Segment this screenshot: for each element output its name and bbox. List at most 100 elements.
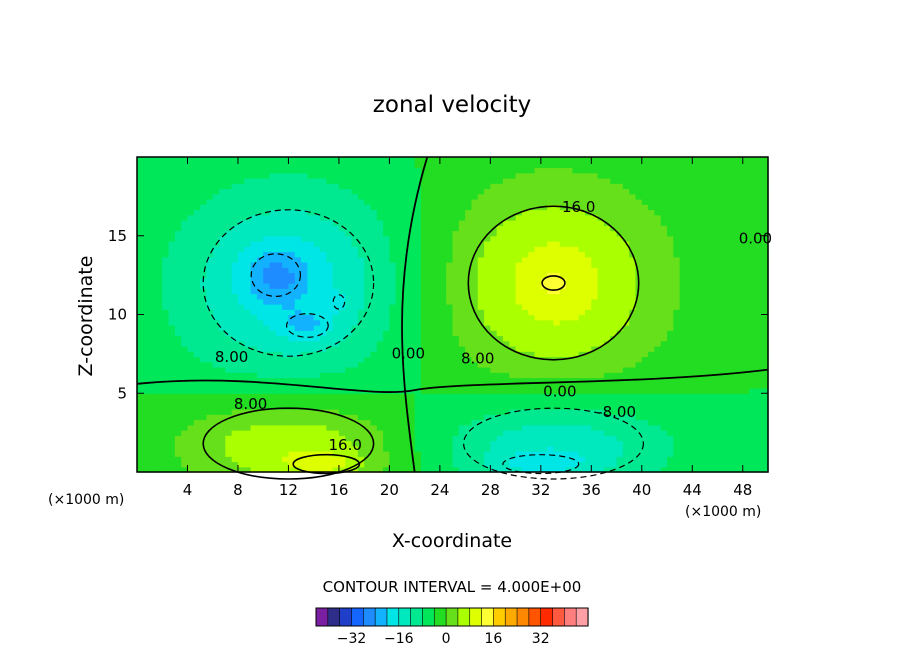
field-cell xyxy=(231,272,239,279)
field-cell xyxy=(553,288,561,295)
field-cell xyxy=(162,230,170,237)
field-cell xyxy=(648,445,656,452)
field-cell xyxy=(294,214,302,221)
field-cell xyxy=(193,325,201,331)
field-cell xyxy=(433,220,441,226)
field-cell xyxy=(553,466,561,473)
field-cell xyxy=(446,241,454,247)
field-cell xyxy=(313,256,321,263)
field-cell xyxy=(585,372,592,379)
field-cell xyxy=(244,235,252,242)
field-cell xyxy=(427,382,435,389)
field-cell xyxy=(206,172,214,179)
field-cell xyxy=(168,445,176,452)
field-cell xyxy=(654,204,662,211)
field-cell xyxy=(212,356,220,363)
field-cell xyxy=(452,319,460,326)
field-cell xyxy=(137,456,144,463)
field-cell xyxy=(603,445,611,452)
field-cell xyxy=(162,167,170,174)
field-cell xyxy=(332,403,340,410)
field-cell xyxy=(433,162,441,169)
field-cell xyxy=(187,188,195,195)
field-cell xyxy=(351,414,359,421)
field-cell xyxy=(439,267,447,274)
field-cell xyxy=(654,440,662,447)
field-cell xyxy=(648,214,656,221)
field-cell xyxy=(143,377,151,384)
field-cell xyxy=(515,251,523,258)
field-cell xyxy=(307,451,315,457)
field-cell xyxy=(212,451,220,457)
field-cell xyxy=(521,178,529,184)
field-cell xyxy=(307,162,315,169)
field-cell xyxy=(547,214,555,221)
field-cell xyxy=(660,466,668,473)
field-cell xyxy=(616,340,624,347)
field-cell xyxy=(509,204,517,211)
field-cell xyxy=(414,272,422,279)
field-cell xyxy=(193,461,201,468)
field-cell xyxy=(521,267,529,274)
field-cell xyxy=(219,256,226,263)
field-cell xyxy=(648,277,656,284)
field-cell xyxy=(616,435,624,442)
field-cell xyxy=(275,430,283,436)
field-cell xyxy=(357,325,365,331)
field-cell xyxy=(326,382,334,389)
field-cell xyxy=(547,220,555,226)
field-cell xyxy=(256,167,264,174)
field-cell xyxy=(471,256,479,263)
field-cell xyxy=(162,356,170,363)
field-cell xyxy=(515,230,523,237)
field-cell xyxy=(597,451,605,457)
field-cell xyxy=(433,445,441,452)
field-cell xyxy=(402,424,409,431)
field-cell xyxy=(143,393,151,400)
field-cell xyxy=(616,456,624,463)
field-cell xyxy=(648,251,656,258)
field-cell xyxy=(389,440,397,447)
field-cell xyxy=(477,403,485,410)
field-cell xyxy=(225,356,233,363)
field-cell xyxy=(465,430,473,436)
field-cell xyxy=(256,456,264,463)
field-cell xyxy=(225,188,233,195)
field-cell xyxy=(338,361,346,368)
field-cell xyxy=(446,167,454,174)
field-cell xyxy=(578,309,586,316)
field-cell xyxy=(294,188,302,195)
field-cell xyxy=(616,225,624,232)
field-cell xyxy=(528,325,536,331)
field-cell xyxy=(332,319,340,326)
field-cell xyxy=(256,188,264,195)
field-cell xyxy=(635,351,643,358)
field-cell xyxy=(338,288,346,295)
field-cell xyxy=(326,220,334,226)
field-cell xyxy=(345,340,353,347)
field-cell xyxy=(200,225,208,232)
field-cell xyxy=(446,461,454,468)
field-cell xyxy=(402,251,409,258)
field-cell xyxy=(332,388,340,394)
field-cell xyxy=(376,209,384,216)
field-cell xyxy=(395,251,403,258)
field-cell xyxy=(263,298,271,305)
field-cell xyxy=(414,183,422,190)
field-cell xyxy=(578,325,586,331)
field-cell xyxy=(465,214,473,221)
field-cell xyxy=(326,361,334,368)
field-cell xyxy=(326,256,334,263)
field-cell xyxy=(395,267,403,274)
field-cell xyxy=(174,419,182,426)
field-cell xyxy=(212,157,220,163)
field-cell xyxy=(641,335,649,342)
field-cell xyxy=(301,414,308,421)
field-cell xyxy=(357,414,365,421)
field-cell xyxy=(313,419,321,426)
field-cell xyxy=(521,298,529,305)
field-cell xyxy=(654,414,662,421)
field-cell xyxy=(206,419,214,426)
field-cell xyxy=(496,293,504,300)
field-cell xyxy=(408,435,416,442)
